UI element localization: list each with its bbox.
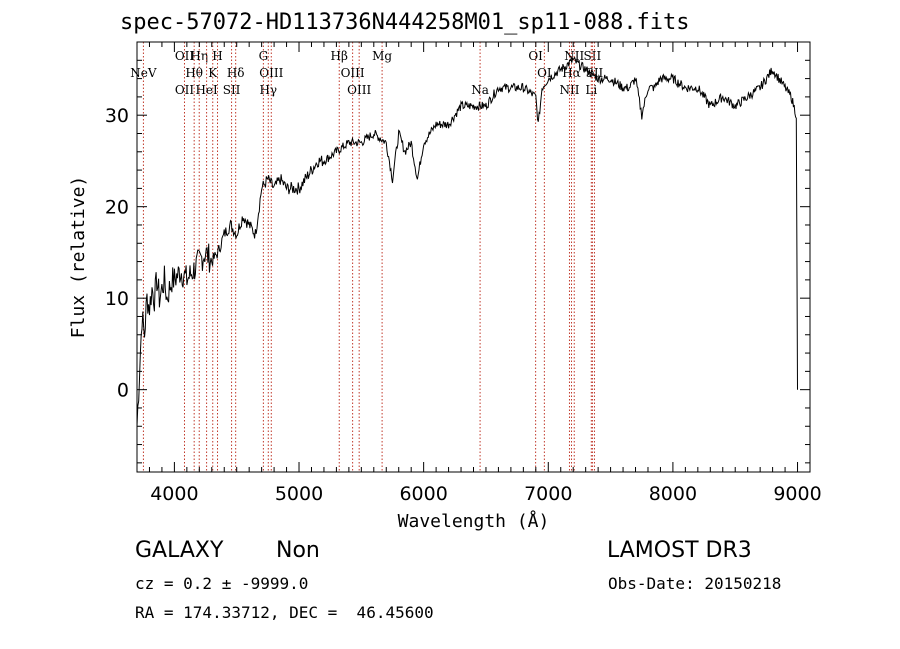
spectral-line-label: NII xyxy=(564,49,584,63)
spectral-line-label: H xyxy=(212,49,222,63)
spectral-line-label: Hθ xyxy=(185,66,203,80)
spectral-line-label: OI xyxy=(537,66,552,80)
spectral-line-label: Hγ xyxy=(259,83,277,97)
y-tick-label: 10 xyxy=(105,288,129,310)
spectral-line-label: SII xyxy=(584,49,602,63)
survey-name: LAMOST DR3 xyxy=(607,538,752,563)
spectral-line-label: Na xyxy=(471,83,489,97)
spectral-line-label: Hβ xyxy=(331,49,348,63)
x-tick-label: 6000 xyxy=(399,483,447,505)
x-tick-label: 7000 xyxy=(524,483,572,505)
spectral-line-label: OIII xyxy=(347,83,371,97)
x-tick-label: 9000 xyxy=(773,483,821,505)
y-axis-title: Flux (relative) xyxy=(68,176,89,339)
spectral-line-label: NeV xyxy=(130,66,157,80)
x-tick-label: 5000 xyxy=(275,483,323,505)
spectral-line-label: G xyxy=(259,49,269,63)
spectral-line-label: Li xyxy=(585,83,597,97)
spectral-line-label: OI xyxy=(528,49,543,63)
y-tick-label: 30 xyxy=(105,105,129,127)
spectral-line-label: NII xyxy=(559,83,579,97)
y-tick-label: 20 xyxy=(105,197,129,219)
spectral-line-label: K xyxy=(208,66,218,80)
spectral-line-label: OIII xyxy=(341,66,365,80)
spectral-line-label: Hδ xyxy=(227,66,245,80)
x-tick-label: 8000 xyxy=(649,483,697,505)
spectral-line-label: Mg xyxy=(372,49,392,63)
spectral-line-label: Hη xyxy=(190,49,208,63)
x-axis-title: Wavelength (Å) xyxy=(398,510,550,532)
observation-date: Obs-Date: 20150218 xyxy=(608,574,781,593)
redshift-cz: cz = 0.2 ± -9999.0 xyxy=(135,574,308,593)
spectral-line-label: SII xyxy=(223,83,241,97)
spectral-line-label: OIII xyxy=(259,66,283,80)
y-tick-label: 0 xyxy=(117,380,129,402)
x-tick-label: 4000 xyxy=(150,483,198,505)
spectral-line-label: OII xyxy=(175,83,195,97)
object-type: GALAXY xyxy=(135,538,223,563)
ra-dec-coordinates: RA = 174.33712, DEC = 46.45600 xyxy=(135,603,434,622)
object-subclass: Non xyxy=(276,538,320,563)
chart-title: spec-57072-HD113736N444258M01_sp11-088.f… xyxy=(120,10,690,35)
spectral-line-label: HeI xyxy=(195,83,218,97)
